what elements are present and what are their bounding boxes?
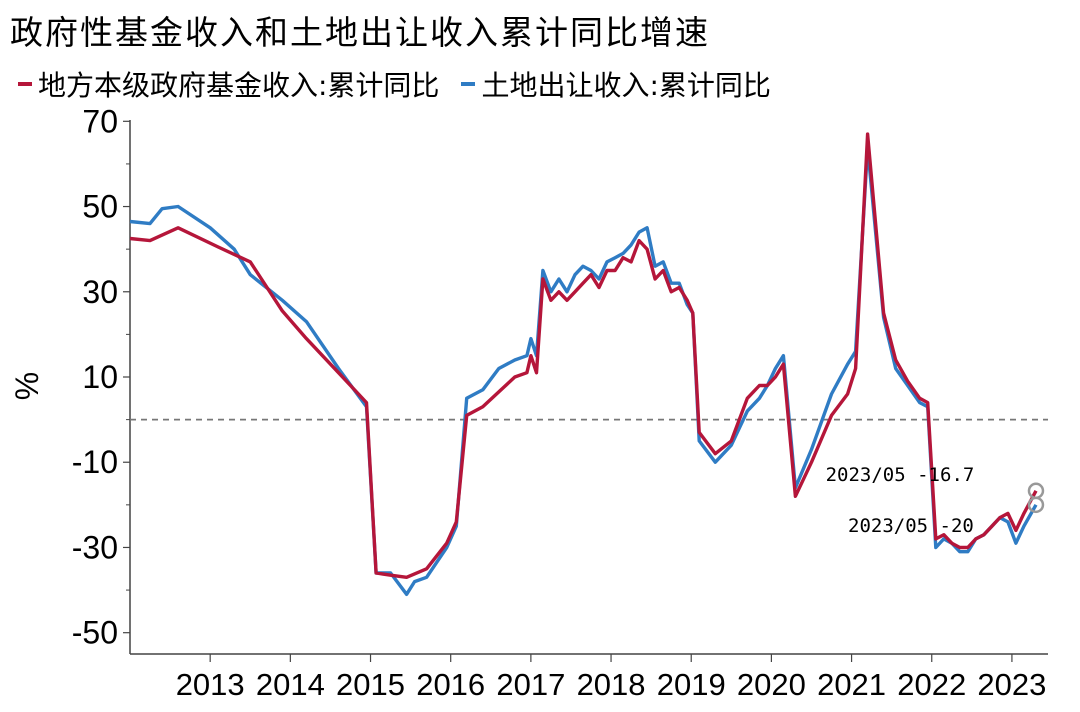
x-tick-label: 2014 xyxy=(256,667,325,702)
series-line-local xyxy=(129,132,1038,579)
x-tick-label: 2022 xyxy=(897,667,966,702)
x-tick-label: 2015 xyxy=(336,667,405,702)
x-tick-label: 2013 xyxy=(176,667,245,702)
y-tick-label: -50 xyxy=(72,615,118,651)
chart-title: 政府性基金收入和土地出让收入累计同比增速 xyxy=(10,13,710,52)
legend-label-local: 地方本级政府基金收入:累计同比 xyxy=(38,69,440,102)
y-tick-label: 10 xyxy=(82,359,118,395)
x-tick-label: 2021 xyxy=(817,667,886,702)
y-tick-label: 50 xyxy=(82,189,118,225)
legend: 地方本级政府基金收入:累计同比 土地出让收入:累计同比 xyxy=(18,64,771,104)
x-tick-label: 2016 xyxy=(416,667,485,702)
x-tick-label: 2020 xyxy=(737,667,806,702)
annotations: 2023/05 -16.7 2023/05 -20 xyxy=(826,464,1045,537)
legend-swatch-land xyxy=(461,82,476,86)
x-tick-label: 2019 xyxy=(657,667,726,702)
x-tick-label: 2023 xyxy=(977,667,1046,702)
y-tick-label: -30 xyxy=(72,529,118,565)
annotation-marker xyxy=(1027,482,1045,500)
legend-item-local: 地方本级政府基金收入:累计同比 xyxy=(18,64,439,104)
annotation-label: 2023/05 -20 xyxy=(848,515,974,537)
legend-swatch-local xyxy=(18,82,32,86)
x-tick-label: 2017 xyxy=(496,667,565,702)
legend-label-land: 土地出让收入:累计同比 xyxy=(481,69,771,102)
y-axis-label: % xyxy=(9,372,45,400)
y-tick-label: 30 xyxy=(82,274,118,310)
y-tick-label: 70 xyxy=(82,103,118,139)
annotation-label: 2023/05 -16.7 xyxy=(826,464,975,486)
x-tick-label: 2018 xyxy=(577,667,646,702)
axes: 70 50 30 10 -10 -30 -50 2013 2014 2015 2016 2017 201… xyxy=(72,103,1048,702)
annotation-marker xyxy=(1027,496,1045,514)
y-tick-label: -10 xyxy=(72,444,118,480)
legend-item-land: 土地出让收入:累计同比 xyxy=(461,64,771,104)
series-group xyxy=(129,132,1038,596)
